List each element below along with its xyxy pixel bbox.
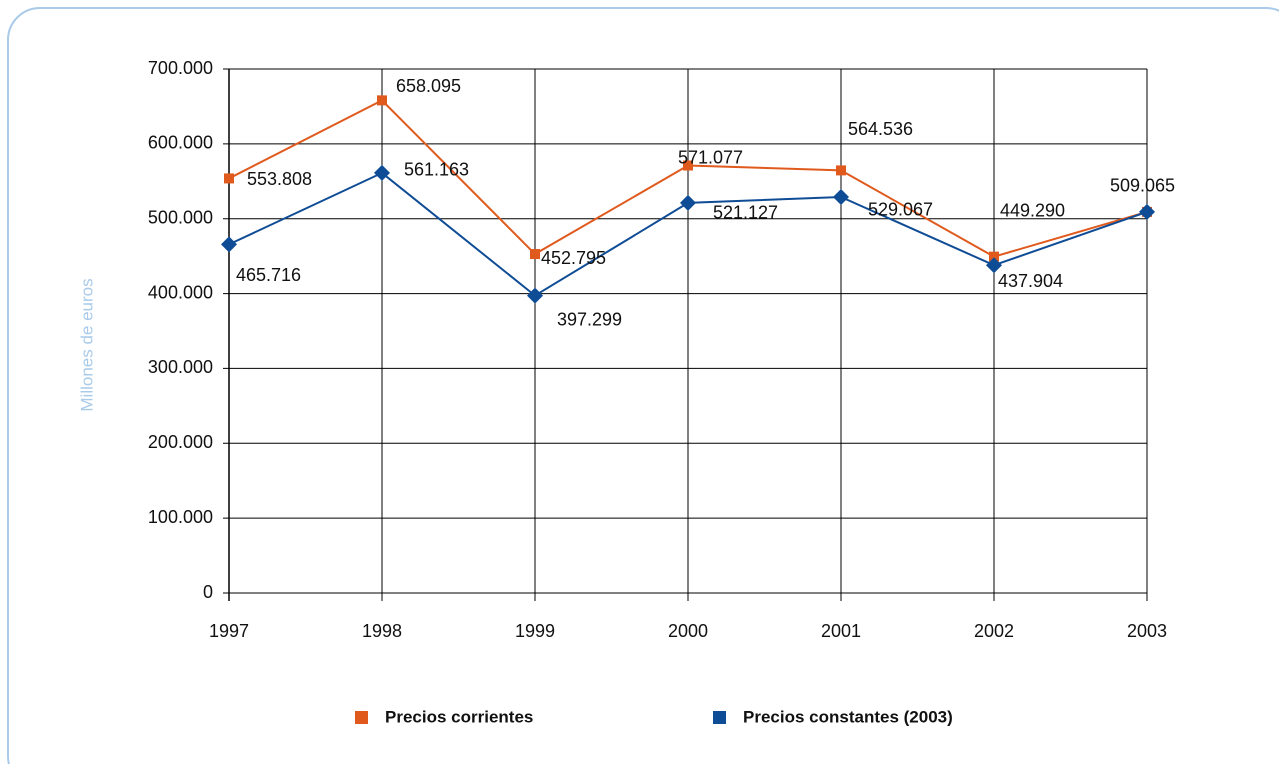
y-tick-label: 0 — [203, 582, 213, 602]
x-tick-label: 2002 — [974, 621, 1014, 641]
x-tick-label: 1997 — [209, 621, 249, 641]
x-tick-label: 1999 — [515, 621, 555, 641]
marker — [836, 165, 846, 176]
y-tick-label: 500.000 — [148, 207, 213, 227]
data-label: 571.077 — [678, 147, 743, 167]
x-tick-label: 2000 — [668, 621, 708, 641]
legend-label: Precios constantes (2003) — [743, 707, 953, 726]
data-label: 561.163 — [404, 160, 469, 180]
y-tick-label: 600.000 — [148, 133, 213, 153]
x-tick-label: 1998 — [362, 621, 402, 641]
marker — [683, 160, 693, 171]
marker — [530, 249, 540, 260]
marker — [377, 95, 387, 106]
x-tick-label: 2001 — [821, 621, 861, 641]
legend-swatch — [713, 711, 726, 724]
data-label: 509.065 — [1110, 176, 1175, 196]
legend-label: Precios corrientes — [385, 707, 533, 726]
marker — [989, 251, 999, 262]
data-label: 529.067 — [868, 200, 933, 220]
marker — [221, 236, 237, 253]
y-tick-label: 400.000 — [148, 282, 213, 302]
y-tick-label: 300.000 — [148, 357, 213, 377]
data-label: 553.808 — [247, 169, 312, 189]
marker — [680, 194, 696, 211]
data-label: 521.127 — [713, 203, 778, 223]
legend-swatch — [355, 711, 368, 724]
data-label: 449.290 — [1000, 200, 1065, 220]
frame — [7, 7, 1279, 769]
marker — [527, 287, 543, 304]
data-label: 658.095 — [396, 76, 461, 96]
data-label: 397.299 — [557, 309, 622, 329]
x-tick-label: 2003 — [1127, 621, 1167, 641]
marker — [1139, 203, 1155, 220]
marker — [833, 188, 849, 205]
y-tick-label: 700.000 — [148, 58, 213, 78]
y-tick-label: 200.000 — [148, 432, 213, 452]
marker — [374, 164, 390, 181]
data-label: 437.904 — [998, 271, 1063, 291]
y-axis-label: Millones de euros — [77, 278, 96, 411]
marker — [224, 173, 234, 184]
data-label: 465.716 — [236, 265, 301, 285]
data-label: 452.795 — [541, 248, 606, 268]
data-label: 564.536 — [848, 119, 913, 139]
y-tick-label: 100.000 — [148, 507, 213, 527]
marker — [986, 257, 1002, 274]
